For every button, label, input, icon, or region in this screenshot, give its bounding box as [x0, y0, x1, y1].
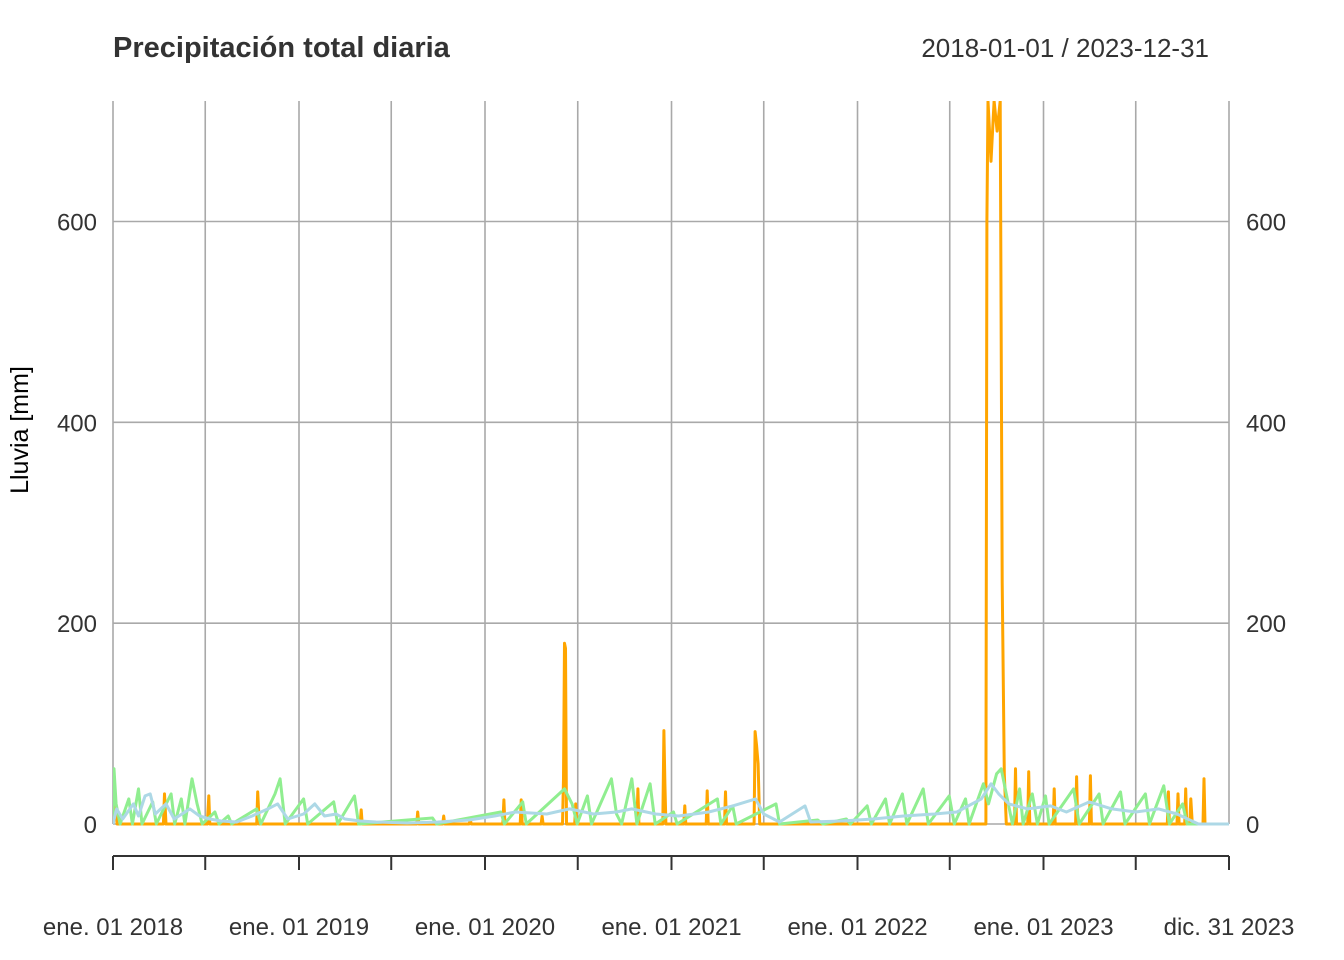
x-tick-label: ene. 01 2023: [973, 914, 1113, 941]
axis-layer: 0 0 200 200 400 400 600 600 ene. 01 2018 ene. 01 …: [43, 210, 1294, 942]
y-tick-label-right: 0: [1246, 812, 1259, 839]
y-tick-label-left: 600: [57, 210, 97, 237]
y-tick-label-left: 200: [57, 611, 97, 638]
chart-title: Precipitación total diaria: [113, 32, 451, 64]
y-tick-label-right: 200: [1246, 611, 1286, 638]
y-tick-label-left: 400: [57, 410, 97, 437]
y-tick-label-right: 600: [1246, 210, 1286, 237]
series-layer: [113, 101, 1229, 826]
date-range-label: 2018-01-01 / 2023-12-31: [921, 33, 1209, 63]
grid-layer: [112, 101, 1230, 825]
series-line-3: [113, 782, 1229, 826]
x-tick-label: dic. 31 2023: [1164, 914, 1295, 941]
series-line-1: [113, 101, 1229, 826]
series-line-2: [113, 767, 1229, 826]
y-tick-label-left: 0: [84, 812, 97, 839]
x-tick-label: ene. 01 2018: [43, 914, 183, 941]
x-tick-label: ene. 01 2020: [415, 914, 555, 941]
y-tick-label-right: 400: [1246, 410, 1286, 437]
x-tick-label: ene. 01 2022: [787, 914, 927, 941]
x-tick-label: ene. 01 2019: [229, 914, 369, 941]
y-axis-label: Lluvia [mm]: [6, 366, 34, 494]
x-tick-label: ene. 01 2021: [601, 914, 741, 941]
